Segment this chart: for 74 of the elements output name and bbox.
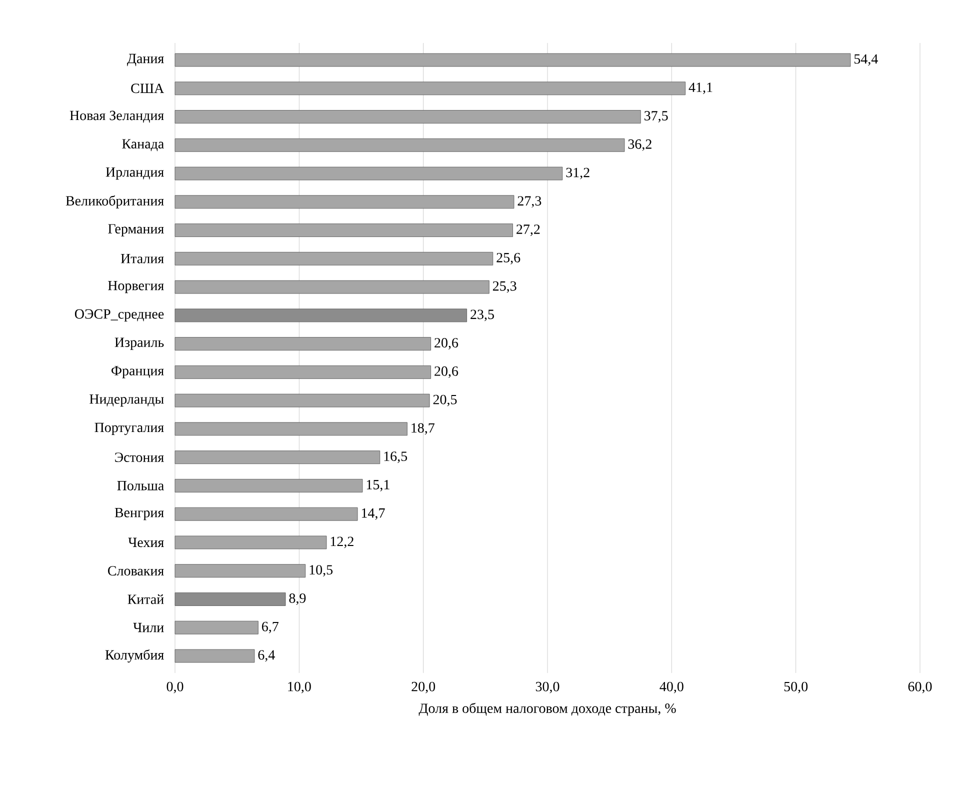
y-tick-label: Франция [112,366,164,378]
bar [174,280,490,294]
data-label: 10,5 [310,565,333,577]
data-label: 20,5 [433,394,457,406]
bar [174,308,467,322]
bar [174,53,851,67]
y-tick-label: Польша [117,481,164,490]
bar [174,138,625,152]
bar [174,337,431,350]
y-tick-label: Германия [108,224,164,236]
data-label: 27,3 [518,196,542,208]
y-tick-label: Норвегия [108,280,164,294]
y-tick-label: Израиль [114,338,164,350]
bar [174,507,358,521]
data-label: 15,1 [366,480,390,492]
data-label: 20,6 [434,338,458,350]
data-label: 54,4 [854,54,878,66]
bar [174,82,686,96]
data-label: 27,2 [516,224,540,236]
data-label: 31,2 [566,168,590,180]
x-tick-label: 60,0 [908,682,932,694]
y-tick-label: Великобритания [66,195,164,208]
y-tick-label: Китай [128,594,164,604]
y-tick-label: Эстония [115,452,164,462]
bar [174,564,306,578]
x-tick-label: 40,0 [660,682,684,694]
data-label: 41,1 [688,82,712,94]
y-tick-label: Колумбия [105,649,164,662]
bar [174,422,408,436]
x-tick-label: 10,0 [288,682,311,694]
data-label: 37,5 [644,111,668,122]
bar [174,195,514,209]
data-label: 25,6 [496,252,520,264]
data-label: 14,7 [362,508,385,520]
data-label: 8,9 [289,593,306,605]
data-label: 25,3 [492,281,516,293]
data-label: 18,7 [412,423,434,435]
y-tick-label: США [131,84,164,94]
y-tick-label: Португалия [94,422,164,436]
bar [174,394,430,408]
y-tick-label: Чехия [128,538,164,548]
bar [174,450,380,464]
y-tick-label: Новая Зеландия [70,110,164,123]
bar [174,365,431,379]
bar [174,478,363,492]
y-tick-label: Ирландия [106,167,164,180]
y-tick-label: Чили [133,622,164,632]
y-tick-label: Италия [120,254,164,264]
data-label: 6,4 [258,650,275,662]
bar [174,649,255,663]
data-label: 23,5 [470,310,494,322]
bar [174,592,286,606]
data-label: 36,2 [628,139,652,151]
bar [174,110,641,124]
data-label: 20,6 [434,366,458,378]
y-tick-label: Венгрия [114,508,164,520]
bar [174,620,258,634]
x-tick-label: 0,0 [166,682,184,694]
bar [174,224,513,237]
bar [174,536,327,550]
y-tick-label: ОЭСР_среднее [74,309,164,322]
y-tick-label: Канада [122,139,164,152]
x-tick-label: 30,0 [536,682,560,694]
bar [174,166,563,180]
y-tick-label: Словакия [108,566,164,576]
x-tick-label: 20,0 [412,682,436,694]
x-tick-label: 50,0 [784,682,808,694]
data-label: 12,2 [330,536,354,548]
x-axis-title: Доля в общем налоговом доходе страны, % [418,702,676,716]
y-tick-label: Дания [127,54,164,66]
y-tick-label: Нидерланды [90,394,164,407]
data-label: 6,7 [262,622,278,634]
bar [174,252,494,266]
data-label: 16,5 [384,452,408,464]
